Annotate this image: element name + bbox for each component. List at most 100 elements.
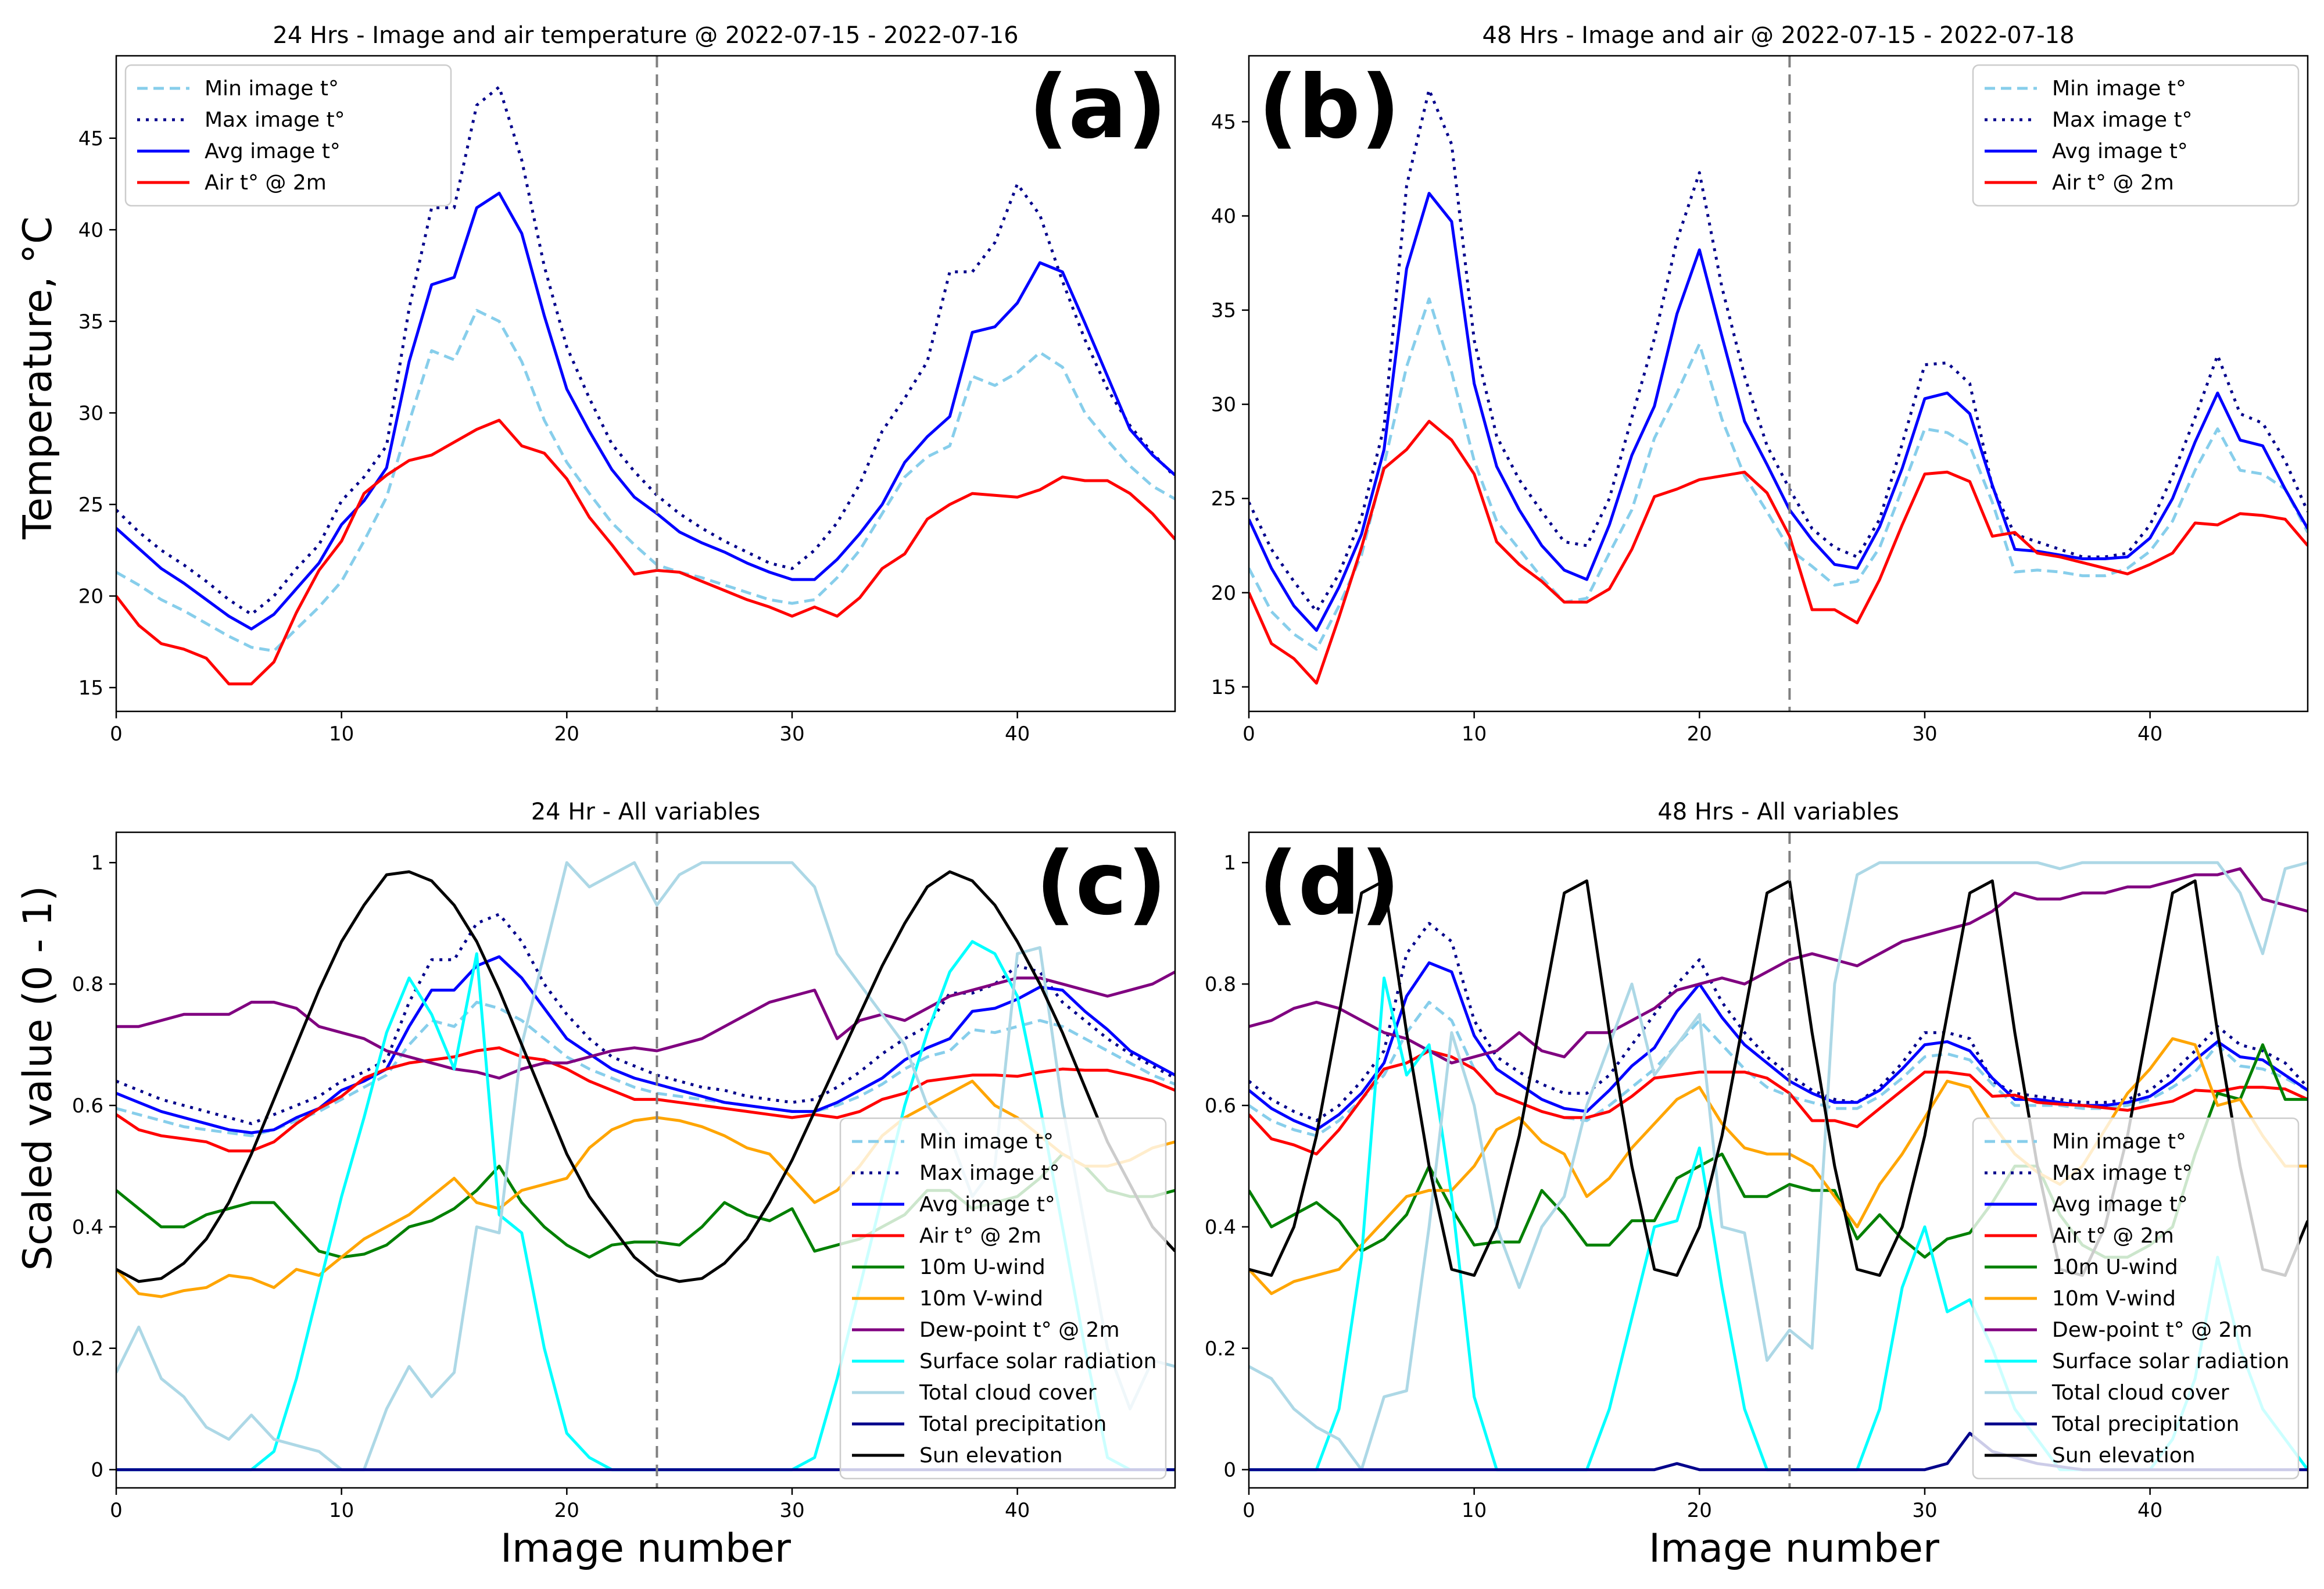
- chart-panel-4: 48 Hrs - All variables 0 10 20 30 40 0 0.2 0.4 0.…: [1205, 799, 2309, 1522]
- chart-title: 24 Hr - All variables: [531, 799, 761, 825]
- series-group: [116, 85, 1175, 686]
- x-tick-label: 0: [110, 722, 123, 746]
- chart-title: 48 Hrs - All variables: [1657, 799, 1899, 825]
- x-tick-label: 20: [554, 1499, 579, 1522]
- legend-label: Total cloud cover: [919, 1381, 1097, 1405]
- y-tick-label: 30: [78, 402, 103, 425]
- legend-label: Min image t°: [2052, 1130, 2186, 1154]
- panel-letter: (b): [1258, 57, 1400, 158]
- x-tick-label: 10: [329, 1499, 354, 1522]
- legend-label: Total precipitation: [2051, 1412, 2239, 1436]
- legend-label: Avg image t°: [205, 139, 341, 163]
- y-tick-label: 1: [1223, 851, 1236, 875]
- series-line-air-t-2m: [116, 1046, 1175, 1153]
- legend-label: Max image t°: [205, 108, 345, 132]
- x-tick-label: 30: [1912, 1499, 1937, 1522]
- y-tick-label: 0.4: [72, 1216, 103, 1239]
- legend-box: [1972, 64, 2300, 207]
- y-tick-label: 0.2: [72, 1337, 103, 1361]
- chart-panel-1: 24 Hrs - Image and air temperature @ 202…: [78, 22, 1176, 746]
- series-line-10m-v-wind: [116, 1079, 1175, 1298]
- y-tick-label: 45: [1211, 110, 1236, 134]
- y-tick-label: 1: [91, 851, 103, 875]
- y-tick-label: 0.8: [1205, 973, 1236, 996]
- x-tick-label: 10: [329, 722, 354, 746]
- legend-label: Surface solar radiation: [919, 1350, 1156, 1373]
- legend-label: 10m V-wind: [2052, 1287, 2176, 1311]
- plot-frame: [1248, 831, 2309, 1489]
- chart-panel-2: 48 Hrs - Image and air @ 2022-07-15 - 20…: [1211, 22, 2309, 746]
- legend-label: Air t° @ 2m: [2052, 171, 2174, 195]
- x-tick-label: 0: [1242, 722, 1255, 746]
- plot-frame: [1248, 55, 2309, 713]
- plot-frame: [115, 831, 1176, 1489]
- series-line-air-t-2m: [1249, 420, 2308, 685]
- x-tick-label: 40: [1005, 722, 1030, 746]
- series-line-min-image-t: [1249, 1000, 2308, 1137]
- x-tick-label: 20: [1687, 722, 1712, 746]
- legend-label: Sun elevation: [2052, 1444, 2196, 1468]
- legend-label: Max image t°: [2052, 108, 2193, 132]
- y-tick-label: 0.8: [72, 973, 103, 996]
- y-tick-label: 15: [1211, 676, 1236, 699]
- legend-box: [124, 64, 452, 207]
- plot-frame: [115, 55, 1176, 713]
- y-tick-label: 0.6: [1205, 1094, 1236, 1118]
- y-tick-label: 0.4: [1205, 1216, 1236, 1239]
- y-axis-label-bottom: Scaled value (0 - 1): [15, 886, 61, 1271]
- legend: Min image t° Max image t° Avg image t° Air …: [1972, 64, 2300, 207]
- x-tick-label: 10: [1462, 722, 1487, 746]
- x-axis-label-right: Image number: [1649, 1526, 1939, 1572]
- legend: Min image t° Max image t° Avg image t° Air …: [839, 1117, 1167, 1480]
- y-tick-label: 25: [1211, 488, 1236, 511]
- x-tick-label: 30: [779, 722, 804, 746]
- series-line-min-image-t: [116, 309, 1175, 653]
- legend-label: 10m V-wind: [919, 1287, 1043, 1311]
- legend-label: Avg image t°: [919, 1193, 1055, 1216]
- y-tick-label: 25: [78, 493, 103, 517]
- x-tick-label: 30: [779, 1499, 804, 1522]
- series-group: [116, 861, 1175, 1472]
- x-axis-label-left: Image number: [500, 1526, 791, 1572]
- x-tick-label: 40: [2137, 722, 2162, 746]
- x-tick-label: 0: [110, 1499, 123, 1522]
- x-tick-label: 20: [554, 722, 579, 746]
- legend-label: Air t° @ 2m: [205, 171, 327, 195]
- legend-label: Max image t°: [2052, 1161, 2193, 1185]
- series-line-avg-image-t: [116, 955, 1175, 1135]
- x-tick-label: 0: [1242, 1499, 1255, 1522]
- y-tick-label: 40: [78, 219, 103, 242]
- series-line-10m-v-wind: [1249, 1037, 2308, 1295]
- series-line-max-image-t: [1249, 88, 2308, 613]
- legend: Min image t° Max image t° Avg image t° Air …: [1972, 1117, 2300, 1480]
- series-line-avg-image-t: [116, 191, 1175, 631]
- legend-label: 10m U-wind: [2052, 1255, 2178, 1279]
- legend-label: Min image t°: [919, 1130, 1054, 1154]
- legend-label: Min image t°: [2052, 77, 2186, 101]
- legend-label: Total cloud cover: [2051, 1381, 2229, 1405]
- y-axis-label-top: Temperature, °C: [15, 216, 61, 539]
- y-tick-label: 45: [78, 127, 103, 151]
- legend-label: Avg image t°: [2052, 139, 2188, 163]
- chart-title: 48 Hrs - Image and air @ 2022-07-15 - 20…: [1482, 22, 2074, 49]
- series-line-min-image-t: [1249, 297, 2308, 651]
- legend-box: [1972, 1117, 2300, 1480]
- x-tick-label: 30: [1912, 722, 1937, 746]
- legend-label: Dew-point t° @ 2m: [919, 1318, 1120, 1342]
- legend: Min image t° Max image t° Avg image t° Air …: [124, 64, 452, 207]
- y-tick-label: 40: [1211, 205, 1236, 228]
- x-tick-label: 40: [2137, 1499, 2162, 1522]
- chart-panel-3: 24 Hr - All variables 0 10 20 30 40 0 0.2 0.4 0.6…: [72, 799, 1176, 1522]
- y-tick-label: 20: [78, 585, 103, 608]
- x-tick-label: 20: [1687, 1499, 1712, 1522]
- legend-label: Surface solar radiation: [2052, 1350, 2289, 1373]
- y-tick-label: 0.2: [1205, 1337, 1236, 1361]
- y-tick-label: 15: [78, 677, 103, 700]
- series-group: [1249, 88, 2308, 685]
- panel-letter: (d): [1258, 833, 1400, 935]
- legend-label: 10m U-wind: [919, 1255, 1045, 1279]
- y-tick-label: 35: [1211, 299, 1236, 323]
- series-line-min-image-t: [116, 1000, 1175, 1137]
